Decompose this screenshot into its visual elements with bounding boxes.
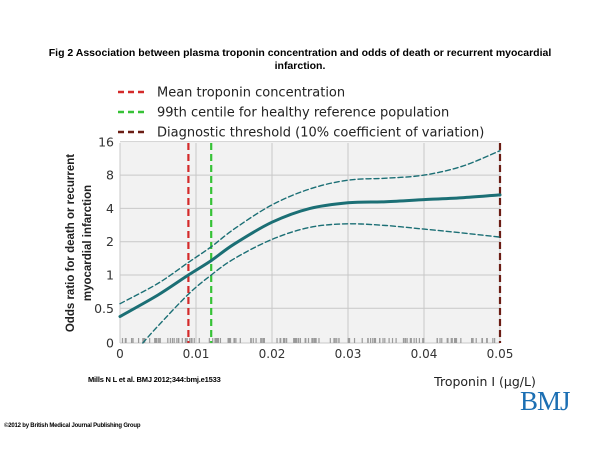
bmj-logo: BMJ bbox=[520, 386, 571, 416]
x-axis-label: Troponin I (μg/L) bbox=[433, 374, 536, 389]
x-tick-label: 0.05 bbox=[487, 347, 514, 361]
x-tick-label: 0 bbox=[116, 347, 124, 361]
ci-curve bbox=[142, 223, 501, 344]
x-tick-label: 0.04 bbox=[411, 347, 438, 361]
x-tick-label: 0.01 bbox=[183, 347, 210, 361]
figure-title: Fig 2 Association between plasma troponi… bbox=[48, 47, 552, 72]
estimate-curve bbox=[118, 193, 502, 318]
y-axis-label-line: Odds ratio for death or recurrent bbox=[65, 154, 77, 332]
reference-lines bbox=[187, 143, 502, 343]
y-axis-label: Odds ratio for death or recurrent myocard… bbox=[65, 154, 94, 332]
x-tick-label: 0.02 bbox=[259, 347, 286, 361]
grid bbox=[119, 141, 501, 344]
y-tick-label: 0.5 bbox=[94, 301, 114, 316]
legend: Mean troponin concentration 99th centile … bbox=[118, 86, 484, 141]
x-tick-label: 0.03 bbox=[335, 347, 362, 361]
legend-label: 99th centile for healthy reference popul… bbox=[157, 106, 449, 121]
y-axis-label-line: myocardial infarction bbox=[82, 185, 94, 301]
copyright: ©2012 by British Medical Journal Publish… bbox=[4, 423, 141, 429]
y-tick-label: 2 bbox=[106, 234, 114, 249]
rug-marks bbox=[121, 338, 496, 343]
legend-label: Diagnostic threshold (10% coefficient of… bbox=[157, 126, 484, 141]
legend-label: Mean troponin concentration bbox=[157, 86, 345, 101]
curves bbox=[118, 150, 502, 344]
y-tick-labels: 0 0.5 1 2 4 8 16 bbox=[94, 134, 114, 350]
y-tick-label: 4 bbox=[106, 201, 114, 216]
y-tick-label: 16 bbox=[98, 134, 114, 149]
y-tick-label: 1 bbox=[106, 268, 114, 283]
plot-area bbox=[120, 143, 500, 343]
y-tick-label: 0 bbox=[106, 336, 114, 351]
citation: Mills N L et al. BMJ 2012;344:bmj.e1533 bbox=[88, 375, 221, 384]
ci-curve bbox=[119, 150, 501, 305]
x-tick-labels: 0 0.01 0.02 0.03 0.04 0.05 bbox=[116, 347, 513, 361]
y-tick-label: 8 bbox=[106, 168, 114, 183]
